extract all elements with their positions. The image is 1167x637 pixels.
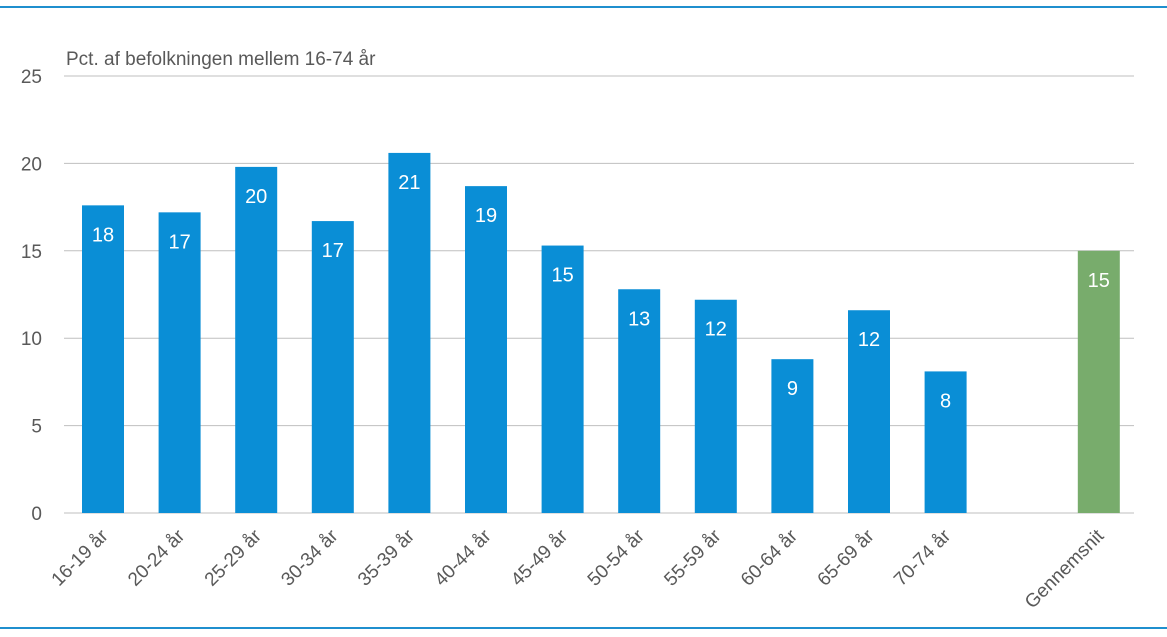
x-tick-label: 65-69 år bbox=[814, 525, 879, 590]
data-label: 20 bbox=[245, 186, 267, 208]
y-tick-label: 5 bbox=[31, 417, 42, 438]
data-label: 15 bbox=[551, 265, 573, 287]
gridlines bbox=[64, 75, 1134, 514]
data-label: 17 bbox=[322, 240, 344, 262]
data-label: 21 bbox=[398, 172, 420, 194]
x-tick-label: 16-19 år bbox=[48, 525, 113, 590]
bar bbox=[388, 152, 431, 514]
x-tick-label: 70-74 år bbox=[890, 525, 955, 590]
bar bbox=[541, 245, 584, 513]
data-label: 12 bbox=[705, 319, 727, 341]
data-label: 15 bbox=[1088, 270, 1110, 292]
x-tick-label: Gennemsnit bbox=[1021, 525, 1109, 613]
x-tick-label: 25-29 år bbox=[201, 525, 266, 590]
bar bbox=[618, 289, 661, 513]
y-tick-label: 0 bbox=[31, 504, 42, 525]
bar bbox=[158, 212, 201, 513]
y-tick-label: 20 bbox=[21, 154, 42, 175]
y-tick-label: 25 bbox=[21, 67, 42, 88]
x-tick-label: 55-59 år bbox=[660, 525, 725, 590]
data-label: 12 bbox=[858, 329, 880, 351]
x-tick-label: 30-34 år bbox=[277, 525, 342, 590]
data-label: 19 bbox=[475, 205, 497, 227]
bar bbox=[924, 371, 967, 513]
data-label: 17 bbox=[168, 231, 190, 253]
bar bbox=[848, 310, 890, 513]
data-label: 8 bbox=[940, 390, 951, 412]
data-labels: 18 17 20 17 21 19 15 13 12 9 12 8 15 bbox=[92, 172, 1110, 412]
x-tick-label: 50-54 år bbox=[584, 525, 649, 590]
x-tick-label: 60-64 år bbox=[737, 525, 802, 590]
bar bbox=[311, 221, 354, 514]
data-label: 18 bbox=[92, 224, 114, 246]
category-labels: 16-19 år 20-24 år 25-29 år 30-34 år 35-39 år… bbox=[48, 525, 1109, 613]
bar bbox=[1077, 250, 1120, 514]
bar bbox=[82, 205, 124, 514]
x-tick-label: 45-49 år bbox=[507, 525, 572, 590]
bar bbox=[465, 186, 507, 513]
bar bbox=[771, 359, 814, 513]
x-tick-label: 20-24 år bbox=[124, 525, 189, 590]
y-axis-ticks: 0 5 10 15 20 25 bbox=[21, 67, 42, 525]
x-tick-label: 40-44 år bbox=[431, 525, 496, 590]
bar bbox=[694, 299, 737, 513]
y-tick-label: 10 bbox=[21, 329, 42, 350]
bars bbox=[82, 152, 1120, 514]
top-rule bbox=[0, 6, 1167, 8]
bottom-rule bbox=[0, 627, 1167, 629]
y-tick-label: 15 bbox=[21, 242, 42, 263]
bar bbox=[235, 166, 278, 513]
data-label: 9 bbox=[787, 378, 798, 400]
data-label: 13 bbox=[628, 308, 650, 330]
x-tick-label: 35-39 år bbox=[354, 525, 419, 590]
y-axis-title: Pct. af befolkningen mellem 16-74 år bbox=[66, 49, 376, 70]
